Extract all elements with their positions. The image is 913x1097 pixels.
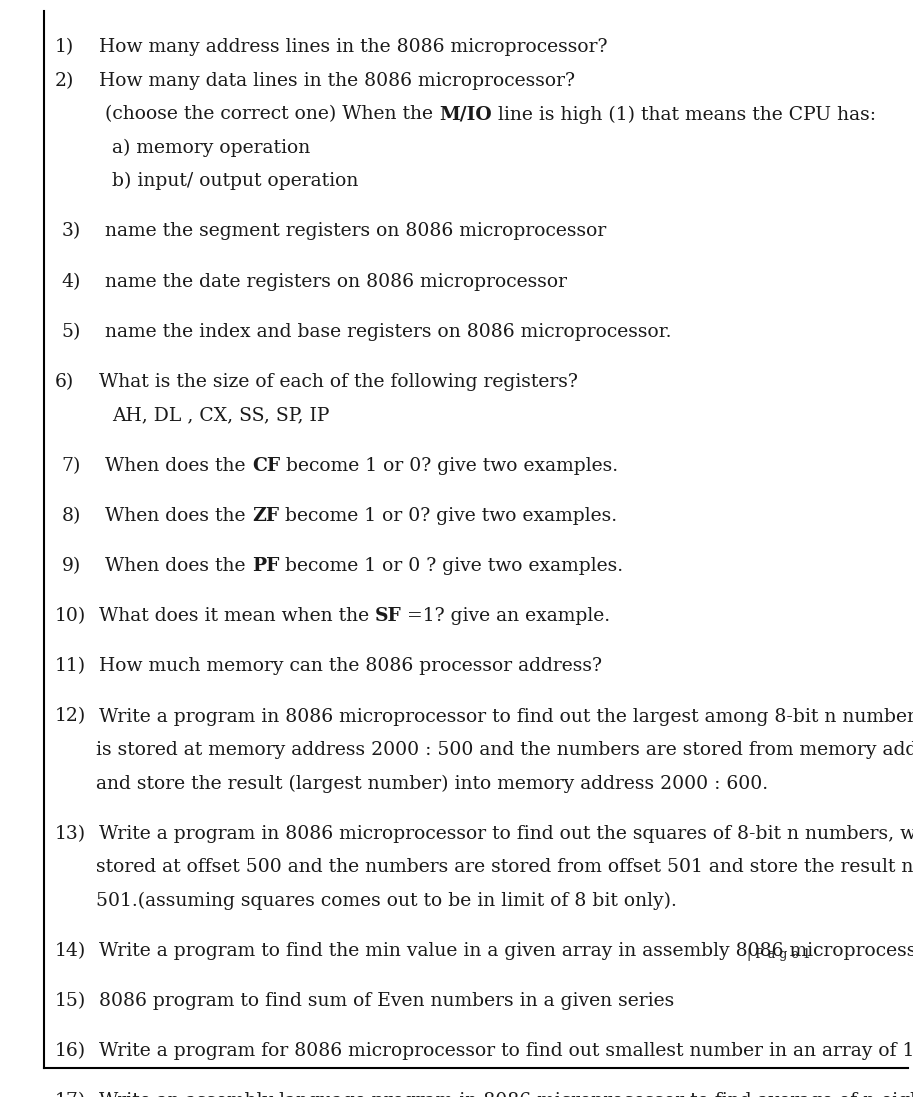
Text: What is the size of each of the following registers?: What is the size of each of the followin… (99, 373, 578, 391)
Text: 12): 12) (55, 708, 86, 725)
Text: How many data lines in the 8086 microprocessor?: How many data lines in the 8086 micropro… (99, 72, 574, 90)
Text: Write a program for 8086 microprocessor to find out smallest number in an array : Write a program for 8086 microprocessor … (99, 1042, 913, 1060)
Text: name the date registers on 8086 microprocessor: name the date registers on 8086 micropro… (106, 272, 568, 291)
Text: 8086 program to find sum of Even numbers in a given series: 8086 program to find sum of Even numbers… (99, 992, 674, 1010)
Text: Write an assembly language program in 8086 microprocessor to find average of n e: Write an assembly language program in 80… (99, 1093, 913, 1097)
Text: SF: SF (374, 607, 402, 625)
Text: b) input/ output operation: b) input/ output operation (111, 172, 358, 191)
Text: a) memory operation: a) memory operation (111, 138, 310, 157)
Text: Write a program in 8086 microprocessor to find out the squares of 8-bit n number: Write a program in 8086 microprocessor t… (99, 825, 913, 842)
Text: CF: CF (252, 456, 280, 475)
Text: 6): 6) (55, 373, 74, 391)
Text: AH, DL , CX, SS, SP, IP: AH, DL , CX, SS, SP, IP (111, 406, 330, 425)
Text: M/IO: M/IO (439, 105, 491, 123)
Text: Write a program to find the min value in a given array in assembly 8086 micropro: Write a program to find the min value in… (99, 941, 913, 960)
Text: 9): 9) (61, 557, 81, 575)
Text: ZF: ZF (252, 507, 279, 524)
Text: What does it mean when the: What does it mean when the (99, 607, 374, 625)
Text: become 1 or 0? give two examples.: become 1 or 0? give two examples. (279, 507, 617, 524)
Text: 13): 13) (55, 825, 86, 842)
Text: 3): 3) (61, 223, 81, 240)
Text: How much memory can the 8086 processor address?: How much memory can the 8086 processor a… (99, 657, 602, 676)
Text: and store the result (largest number) into memory address 2000 : 600.: and store the result (largest number) in… (96, 774, 768, 793)
Text: 16): 16) (55, 1042, 86, 1060)
Text: =1? give an example.: =1? give an example. (402, 607, 611, 625)
Text: 2): 2) (55, 72, 74, 90)
Text: 4): 4) (61, 272, 81, 291)
Text: 7): 7) (61, 456, 81, 475)
Text: 1): 1) (55, 38, 74, 56)
Text: 15): 15) (55, 992, 86, 1010)
Text: Write a program in 8086 microprocessor to find out the largest among 8-bit n num: Write a program in 8086 microprocessor t… (99, 708, 913, 725)
Text: name the index and base registers on 8086 microprocessor.: name the index and base registers on 808… (106, 323, 672, 341)
Text: 5): 5) (61, 323, 81, 341)
Text: 17): 17) (55, 1093, 86, 1097)
Text: 11): 11) (55, 657, 86, 676)
Text: 10): 10) (55, 607, 86, 625)
Text: (choose the correct one) When the: (choose the correct one) When the (105, 105, 439, 123)
Text: name the segment registers on 8086 microprocessor: name the segment registers on 8086 micro… (106, 223, 607, 240)
Text: line is high (1) that means the CPU has:: line is high (1) that means the CPU has: (491, 105, 876, 124)
Text: stored at offset 500 and the numbers are stored from offset 501 and store the re: stored at offset 500 and the numbers are… (96, 858, 913, 877)
Text: 8): 8) (61, 507, 81, 524)
Text: become 1 or 0? give two examples.: become 1 or 0? give two examples. (280, 456, 618, 475)
Text: PF: PF (252, 557, 279, 575)
Text: When does the: When does the (106, 456, 252, 475)
Text: 14): 14) (55, 941, 86, 960)
Text: | P a g e 1: | P a g e 1 (748, 948, 811, 961)
Text: 501.(assuming squares comes out to be in limit of 8 bit only).: 501.(assuming squares comes out to be in… (96, 892, 677, 909)
Text: is stored at memory address 2000 : 500 and the numbers are stored from memory ad: is stored at memory address 2000 : 500 a… (96, 740, 913, 759)
Text: become 1 or 0 ? give two examples.: become 1 or 0 ? give two examples. (279, 557, 624, 575)
Text: When does the: When does the (106, 557, 252, 575)
Text: How many address lines in the 8086 microprocessor?: How many address lines in the 8086 micro… (99, 38, 607, 56)
Text: When does the: When does the (106, 507, 252, 524)
